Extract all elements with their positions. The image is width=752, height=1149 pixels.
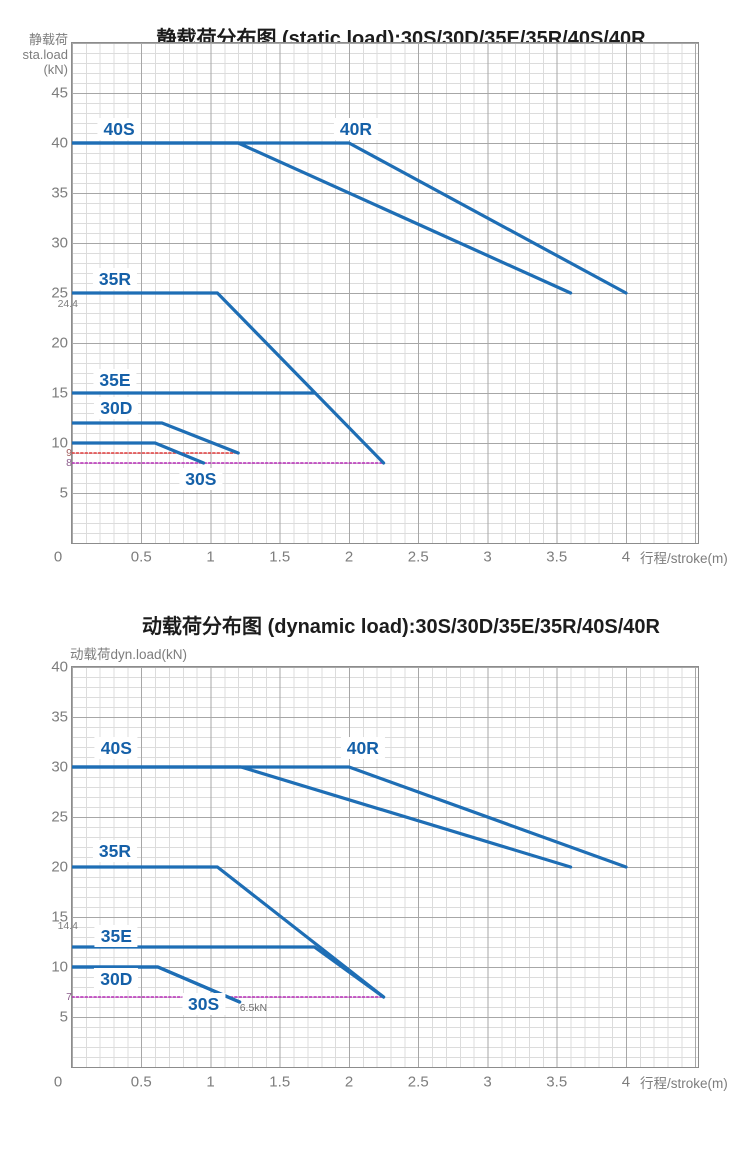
dynamic-load-sub-label-14.4: 14.4	[57, 920, 78, 932]
dynamic-load-plot-area	[71, 666, 699, 1068]
static-y-axis-unit: 静载荷 sta.load (kN)	[22, 32, 68, 77]
dynamic-load-sub-label-7: 7	[66, 991, 72, 1003]
static-load-y-tick-35: 35	[51, 184, 68, 202]
dynamic-load-x-tick-1.5: 1.5	[269, 1073, 291, 1091]
static-load-sub-label-8: 8	[66, 457, 72, 469]
dynamic-load-series-label-40R: 40R	[340, 737, 385, 759]
static-load-y-tick-25: 25	[51, 284, 68, 302]
dynamic-load-x-tick-1: 1	[206, 1073, 215, 1091]
dynamic-load-series-label-30S: 30S	[181, 992, 226, 1015]
static-load-sub-label-24.4: 24.4	[57, 298, 78, 310]
static-load-series-label-30D: 30D	[94, 397, 139, 419]
static-load-series-label-35R: 35R	[92, 268, 137, 290]
dynamic-load-y-tick-25: 25	[51, 808, 68, 826]
static-y-axis-unit-line: (kN)	[43, 62, 68, 77]
static-load-series-label-40R: 40R	[333, 118, 378, 140]
series-30S	[72, 965, 242, 1004]
dynamic-load-x-tick-4: 4	[621, 1073, 631, 1091]
static-load-y-tick-10: 10	[51, 434, 68, 452]
dynamic-load-annotation-6.5kN: 6.5kN	[239, 1002, 268, 1014]
series-30D	[72, 965, 242, 1004]
static-load-y-tick-45: 45	[51, 84, 68, 102]
static-load-x-tick-0: 0	[53, 548, 63, 566]
dynamic-load-x-tick-2: 2	[344, 1073, 354, 1091]
dynamic-load-y-tick-40: 40	[51, 658, 68, 676]
dynamic-load-series-label-30D: 30D	[94, 967, 139, 990]
dynamic-load-series-label-40S: 40S	[94, 737, 138, 759]
static-load-x-tick-1: 1	[206, 548, 215, 566]
static-load-y-tick-15: 15	[51, 384, 68, 402]
series-40R	[72, 765, 628, 869]
series-40R	[72, 141, 628, 295]
static-load-x-tick-2: 2	[344, 548, 354, 566]
dynamic-y-axis-unit: 动载荷dyn.load(kN)	[70, 647, 188, 662]
static-load-series-svg	[72, 141, 628, 465]
static-load-x-tick-3.5: 3.5	[546, 548, 568, 566]
series-40S	[72, 141, 573, 295]
dynamic-load-series-label-35E: 35E	[94, 925, 138, 947]
dynamic-load-series-svg	[72, 765, 628, 1004]
dynamic-load-series-label-35R: 35R	[92, 840, 137, 862]
series-30D	[72, 421, 240, 455]
dynamic-load-y-tick-10: 10	[51, 958, 68, 976]
dynamic-load-x-axis-unit: 行程/stroke(m)	[640, 1076, 728, 1091]
static-load-y-tick-40: 40	[51, 134, 68, 152]
static-load-series-label-35E: 35E	[93, 369, 137, 391]
series-35R	[72, 865, 386, 999]
dynamic-load-x-tick-2.5: 2.5	[407, 1073, 429, 1091]
static-y-axis-unit-line: 静载荷	[28, 32, 68, 47]
dynamic-load-x-tick-3: 3	[483, 1073, 492, 1091]
dynamic-load-y-tick-30: 30	[51, 758, 68, 776]
static-load-x-tick-3: 3	[483, 548, 492, 566]
static-load-x-tick-1.5: 1.5	[269, 548, 291, 566]
static-load-y-tick-30: 30	[51, 234, 68, 252]
static-chart-title: 静载荷分布图 (static load):30S/30D/35E/35R/40S…	[156, 28, 646, 50]
static-load-y-tick-5: 5	[59, 484, 68, 502]
series-30S	[72, 441, 206, 465]
static-load-plot-area	[71, 42, 699, 544]
series-35R	[72, 291, 386, 465]
static-load-x-tick-0.5: 0.5	[130, 548, 152, 566]
static-load-sub-label-9: 9	[66, 447, 72, 459]
static-load-series-label-40S: 40S	[97, 118, 141, 140]
static-y-axis-unit-line: sta.load	[22, 47, 68, 62]
static-load-x-tick-2.5: 2.5	[407, 548, 429, 566]
dynamic-load-y-tick-20: 20	[51, 858, 68, 876]
dynamic-load-x-tick-3.5: 3.5	[546, 1073, 568, 1091]
dynamic-load-x-tick-0: 0	[53, 1073, 63, 1091]
dynamic-chart-title: 动载荷分布图 (dynamic load):30S/30D/35E/35R/40…	[142, 616, 660, 638]
static-load-y-tick-20: 20	[51, 334, 68, 352]
static-load-x-axis-unit: 行程/stroke(m)	[640, 551, 728, 566]
series-35E	[72, 945, 386, 999]
series-40S	[72, 765, 573, 869]
dynamic-load-x-tick-0.5: 0.5	[130, 1073, 152, 1091]
static-load-series-label-30S: 30S	[179, 468, 223, 490]
static-load-x-tick-4: 4	[621, 548, 631, 566]
dynamic-load-y-tick-5: 5	[59, 1008, 68, 1026]
dynamic-load-y-tick-15: 15	[51, 908, 68, 926]
dynamic-load-y-tick-35: 35	[51, 708, 68, 726]
